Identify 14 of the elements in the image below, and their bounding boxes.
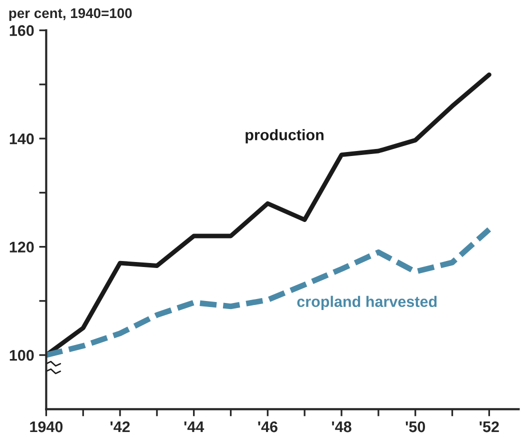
series-label: production — [246, 129, 324, 144]
y-tick-label: 120 — [10, 242, 34, 252]
y-tick-label: 140 — [10, 133, 34, 144]
y-tick-label: 100 — [10, 350, 34, 361]
x-tick-label: '44 — [184, 422, 204, 432]
x-tick-label: '48 — [332, 421, 352, 432]
y-tick-label: 160 — [10, 25, 34, 36]
series-label: cropland harvested — [297, 296, 437, 310]
x-tick-label: '52 — [480, 421, 499, 432]
x-tick-label: '42 — [110, 421, 130, 432]
x-tick-label: 1940 — [30, 421, 63, 432]
y-axis-title: per cent, 1940=100 — [9, 8, 132, 21]
x-tick-label: '50 — [406, 421, 426, 432]
x-tick-label: '46 — [258, 421, 278, 432]
